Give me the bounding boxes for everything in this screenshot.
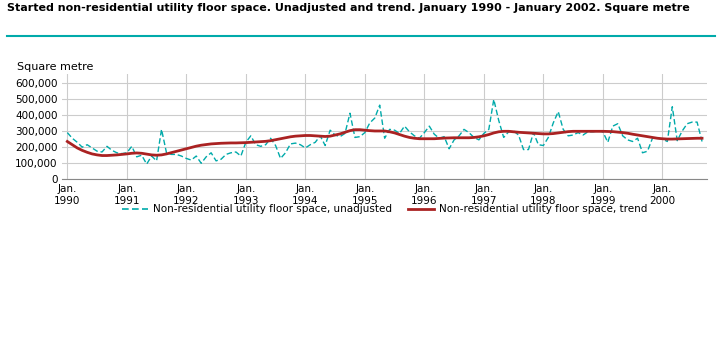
Non-residential utility floor space, trend	[241, 140, 250, 144]
Non-residential utility floor space, unadjusted	[142, 162, 151, 166]
Legend: Non-residential utility floor space, unadjusted, Non-residential utility floor s: Non-residential utility floor space, una…	[118, 200, 651, 218]
Non-residential utility floor space, unadjusted	[628, 139, 637, 143]
Non-residential utility floor space, unadjusted	[92, 149, 101, 153]
Text: Started non-residential utility floor space. Unadjusted and trend. January 1990 : Started non-residential utility floor sp…	[7, 3, 690, 13]
Non-residential utility floor space, unadjusted	[490, 98, 498, 102]
Non-residential utility floor space, trend	[450, 136, 458, 140]
Non-residential utility floor space, trend	[697, 136, 706, 140]
Non-residential utility floor space, trend	[574, 129, 583, 133]
Non-residential utility floor space, trend	[351, 128, 360, 132]
Non-residential utility floor space, trend	[92, 153, 101, 157]
Non-residential utility floor space, unadjusted	[400, 124, 409, 128]
Line: Non-residential utility floor space, unadjusted: Non-residential utility floor space, una…	[67, 100, 702, 164]
Non-residential utility floor space, trend	[628, 132, 637, 136]
Non-residential utility floor space, unadjusted	[445, 147, 453, 151]
Non-residential utility floor space, unadjusted	[241, 140, 250, 144]
Non-residential utility floor space, trend	[405, 135, 414, 139]
Non-residential utility floor space, trend	[97, 153, 106, 157]
Non-residential utility floor space, unadjusted	[697, 139, 706, 143]
Non-residential utility floor space, trend	[63, 139, 71, 143]
Text: Square metre: Square metre	[17, 62, 94, 72]
Non-residential utility floor space, unadjusted	[63, 131, 71, 135]
Non-residential utility floor space, unadjusted	[574, 131, 583, 135]
Line: Non-residential utility floor space, trend: Non-residential utility floor space, tre…	[67, 130, 702, 155]
